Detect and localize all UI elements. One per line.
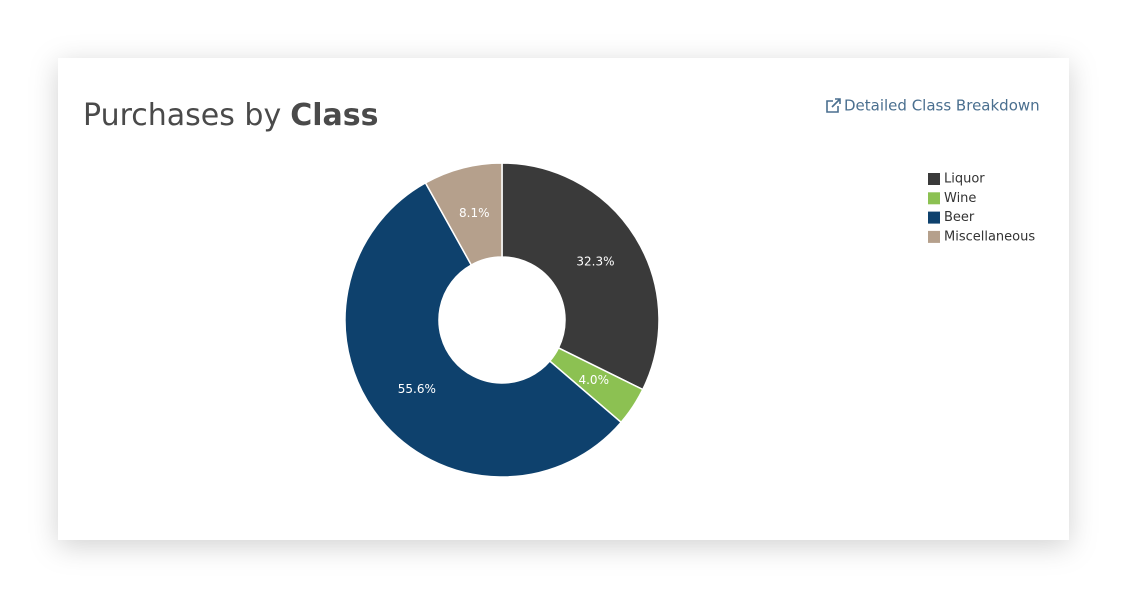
legend-label: Liquor (944, 172, 985, 187)
legend-swatch (928, 173, 940, 185)
legend-label: Wine (944, 191, 976, 206)
legend-label: Miscellaneous (944, 229, 1035, 244)
legend-swatch (928, 211, 940, 224)
slice-label: 4.0% (578, 373, 609, 387)
slice-label: 32.3% (576, 254, 614, 268)
title-bold: Class (290, 98, 378, 133)
chart-title: Purchases by Class (83, 98, 378, 133)
slice-label: 8.1% (459, 206, 490, 220)
legend-swatch (928, 230, 940, 243)
title-text: Purchases by (83, 98, 281, 133)
donut-slice (424, 162, 503, 267)
external-link-icon[interactable] (826, 98, 841, 113)
donut-slice (501, 162, 660, 391)
detail-link[interactable]: Detailed Class Breakdown (844, 97, 1040, 115)
slice-label: 55.6% (398, 382, 436, 396)
donut-slice (344, 181, 623, 478)
legend-swatch (928, 192, 940, 205)
legend-label: Beer (944, 210, 975, 225)
